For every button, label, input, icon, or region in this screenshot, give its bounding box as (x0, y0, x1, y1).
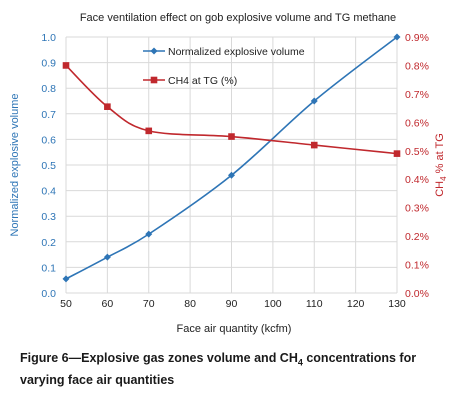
data-point (228, 133, 235, 140)
y2-tick-label: 0.2% (405, 231, 429, 243)
y-tick-label: 0.8 (41, 83, 56, 95)
legend: Normalized explosive volume CH4 at TG (%) (143, 46, 305, 87)
series-group (62, 33, 401, 283)
y2-tick-label: 0.0% (405, 288, 429, 300)
x-tick-label: 80 (184, 298, 196, 310)
x-tick-label: 70 (143, 298, 155, 310)
y2-tick-label: 0.9% (405, 32, 429, 44)
y-tick-label: 0.6 (41, 134, 56, 146)
data-point (62, 62, 70, 69)
y-tick-label: 0.5 (41, 160, 56, 172)
y-tick-label: 1.0 (41, 32, 56, 44)
y-tick-label: 0.1 (41, 262, 56, 274)
legend-marker (150, 76, 158, 84)
y2-axis-label: CH4 % at TG (434, 133, 448, 197)
legend-label: Normalized explosive volume (168, 46, 305, 58)
y-tick-label: 0.2 (41, 237, 56, 249)
x-tick-label: 110 (306, 298, 323, 310)
y2-tick-label: 0.3% (405, 203, 429, 215)
y-tick-label: 0.0 (41, 288, 56, 300)
y2-tick-label: 0.6% (405, 117, 429, 129)
y-tick-label: 0.9 (41, 58, 56, 70)
y2-tick-label: 0.5% (405, 146, 429, 158)
y-tick-label: 0.3 (41, 211, 56, 223)
data-point (393, 150, 401, 157)
x-tick-label: 100 (264, 298, 282, 310)
y2-tick-label: 0.7% (405, 89, 429, 101)
data-point (103, 253, 111, 261)
chart-title: Face ventilation effect on gob explosive… (80, 12, 396, 24)
x-axis-label: Face air quantity (kcfm) (177, 323, 292, 335)
data-point (228, 171, 235, 179)
data-point (310, 141, 318, 149)
figure-caption: Figure 6—Explosive gas zones volume and … (20, 351, 417, 387)
x-tick-label: 90 (226, 298, 238, 310)
grid (65, 36, 398, 294)
x-tick-label: 130 (388, 298, 406, 310)
axes: 0.0 0.1 0.2 0.3 0.4 0.5 0.6 0.7 0.8 0.9 1.0 50 60 70 8… (41, 32, 429, 310)
chart: Face ventilation effect on gob explosive… (9, 12, 448, 335)
data-point (104, 103, 111, 110)
y2-tick-label: 0.1% (405, 260, 429, 272)
y-axis-label: Normalized explosive volume (9, 93, 21, 236)
data-point (145, 230, 153, 238)
y2-tick-label: 0.4% (405, 174, 429, 186)
x-tick-label: 120 (347, 298, 365, 310)
x-tick-label: 60 (102, 298, 114, 310)
y-tick-label: 0.7 (41, 109, 56, 121)
data-point (310, 97, 318, 105)
legend-marker (150, 47, 158, 55)
legend-label: CH4 at TG (%) (168, 75, 237, 87)
x-tick-label: 50 (60, 298, 72, 310)
data-point (62, 275, 70, 283)
data-point (393, 33, 401, 41)
y2-tick-label: 0.8% (405, 60, 429, 72)
data-point (145, 127, 153, 135)
y-tick-label: 0.4 (41, 186, 56, 198)
